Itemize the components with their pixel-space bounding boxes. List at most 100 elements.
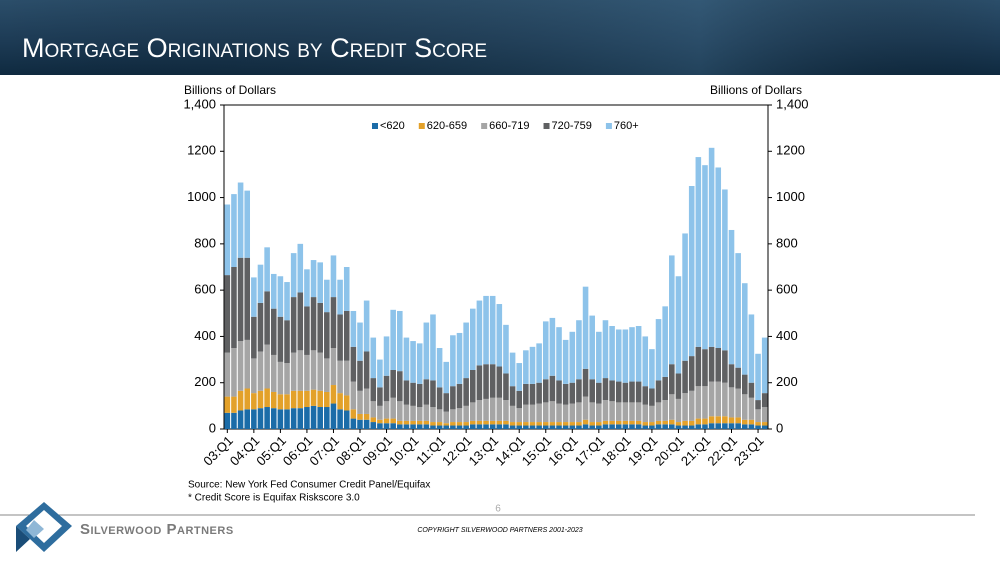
bar-segment	[489, 295, 496, 365]
bar-segment	[410, 424, 416, 429]
bar-segment	[237, 390, 244, 411]
bar-segment	[722, 189, 728, 351]
bar-segment	[503, 424, 509, 429]
bar-segment	[722, 350, 728, 383]
bar-segment	[456, 425, 463, 429]
bar-segment	[761, 337, 768, 394]
bar-segment	[649, 405, 655, 423]
bar-segment	[489, 397, 496, 421]
bar-segment	[284, 394, 290, 410]
bar-segment	[403, 424, 410, 429]
bar-segment	[324, 391, 330, 408]
bar-segment	[589, 425, 595, 429]
bar-segment	[357, 360, 363, 391]
bar-segment	[357, 390, 363, 414]
bar-segment	[655, 319, 662, 381]
bar-segment	[675, 425, 682, 429]
bar-segment	[390, 369, 396, 398]
bar-segment	[343, 410, 350, 429]
bar-segment	[363, 351, 370, 389]
bar-segment	[682, 393, 688, 421]
bar-segment	[244, 190, 251, 258]
bar-segment	[416, 420, 423, 425]
bar-segment	[556, 425, 562, 429]
bar-segment	[542, 321, 549, 380]
bar-segment	[529, 383, 536, 405]
bar-segment	[735, 367, 741, 389]
bar-segment	[549, 317, 556, 376]
x-tick-label: 14:Q1	[492, 433, 528, 469]
bar-segment	[277, 316, 284, 362]
bar-segment	[529, 425, 536, 429]
bar-segment	[383, 375, 390, 402]
x-tick-label: 07:Q1	[306, 433, 342, 469]
x-tick-label: 08:Q1	[333, 433, 369, 469]
bar-segment	[509, 386, 516, 406]
bar-segment	[284, 320, 290, 364]
bar-segment	[609, 380, 615, 402]
bar-segment	[669, 394, 675, 420]
bar-segment	[456, 383, 463, 409]
bar-segment	[251, 316, 257, 359]
bar-segment	[290, 297, 297, 353]
bar-segment	[602, 420, 609, 425]
bar-segment	[244, 409, 251, 429]
bar-segment	[682, 425, 688, 429]
bar-segment	[244, 257, 251, 340]
bar-segment	[529, 422, 536, 426]
bar-segment	[523, 404, 529, 423]
bar-segment	[582, 419, 589, 425]
bar-segment	[456, 332, 463, 384]
bar-segment	[688, 186, 695, 357]
bar-segment	[635, 402, 642, 421]
bar-segment	[297, 292, 304, 351]
bar-segment	[277, 361, 284, 395]
bar-segment	[655, 420, 662, 425]
bar-segment	[728, 423, 735, 429]
bar-segment	[549, 425, 556, 429]
bar-segment	[741, 394, 748, 420]
bar-segment	[755, 409, 761, 423]
bar-segment	[523, 350, 529, 384]
bar-segment	[761, 425, 768, 429]
bar-segment	[503, 400, 509, 421]
bar-segment	[304, 390, 310, 408]
bar-segment	[224, 275, 231, 353]
bar-segment	[761, 407, 768, 423]
bar-segment	[629, 381, 635, 403]
bar-segment	[397, 420, 403, 425]
x-tick-label: 06:Q1	[280, 433, 316, 469]
y2-tick-label: 400	[776, 328, 798, 343]
bar-segment	[416, 383, 423, 408]
legend-swatch	[418, 123, 425, 129]
x-tick-label: 23:Q1	[731, 433, 767, 469]
bar-segment	[655, 424, 662, 429]
y-tick-label: 0	[209, 420, 216, 435]
bar-segment	[562, 422, 569, 426]
bar-segment	[536, 425, 542, 429]
y-axis-label: Billions of Dollars	[184, 83, 276, 97]
bar-segment	[496, 366, 503, 398]
y2-tick-label: 0	[776, 420, 783, 435]
bar-segment	[496, 397, 503, 421]
bar-segment	[363, 388, 370, 414]
page-number: 6	[495, 504, 501, 515]
bar-segment	[251, 277, 257, 317]
logo	[16, 502, 72, 552]
bar-segment	[748, 314, 755, 383]
bar-segment	[655, 380, 662, 403]
bar-segment	[443, 425, 450, 429]
bar-segment	[224, 204, 231, 276]
bar-segment	[688, 425, 695, 429]
bar-segment	[416, 424, 423, 429]
bar-segment	[722, 423, 728, 429]
bar-segment	[569, 422, 576, 426]
bar-segment	[629, 327, 635, 382]
bar-segment	[609, 401, 615, 421]
bar-segment	[476, 420, 483, 425]
bar-segment	[596, 403, 602, 423]
legend-label: <620	[380, 120, 405, 132]
bar-segment	[277, 409, 284, 429]
slide-title: Mortgage Originations by Credit Score	[22, 33, 487, 63]
bar-segment	[715, 423, 722, 429]
